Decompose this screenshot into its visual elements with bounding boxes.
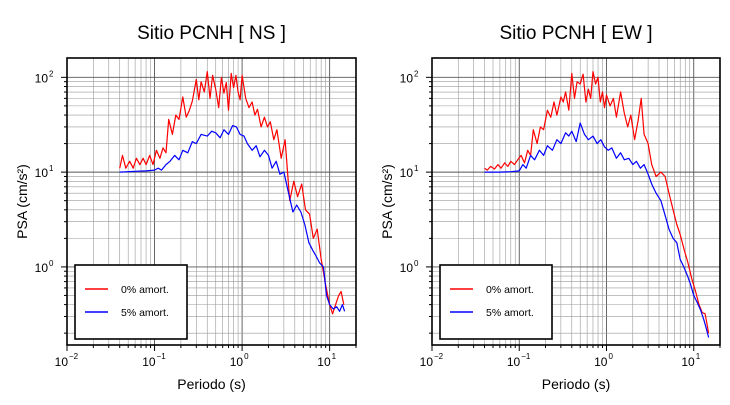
series-line-amort-5: [119, 124, 346, 312]
x-tick-base: 10: [507, 355, 521, 369]
legend-label: 5% amort.: [121, 307, 169, 319]
x-tick-exp: −1: [521, 352, 531, 361]
legend-label: 5% amort.: [486, 307, 534, 319]
legend-item: 5% amort.: [450, 307, 534, 319]
y-tick-exp: 0: [414, 259, 419, 268]
x-tick-label: 10 −1: [507, 352, 531, 369]
y-tick-exp: 2: [414, 69, 419, 78]
legend: 0% amort. 5% amort.: [439, 264, 553, 340]
axis-ticks: [426, 76, 721, 351]
y-tick-base: 10: [400, 166, 414, 180]
y-tick-label: 10 1: [400, 164, 419, 180]
series-line-amort-0: [119, 70, 345, 315]
plot-frame: [66, 57, 357, 346]
x-tick-label: 10 −2: [420, 352, 444, 369]
y-tick-base: 10: [400, 261, 414, 275]
legend-box: [439, 264, 553, 340]
legend-label: 0% amort.: [121, 284, 169, 296]
y-tick-exp: 2: [49, 69, 54, 78]
series-line-amort-0: [484, 70, 710, 334]
y-tick-exp: 1: [414, 164, 419, 173]
legend: 0% amort. 5% amort.: [74, 264, 188, 340]
x-tick-label: 10 1: [681, 352, 700, 369]
x-tick-exp: −2: [69, 352, 79, 361]
x-tick-exp: 1: [332, 352, 337, 361]
x-tick-base: 10: [230, 355, 244, 369]
y-tick-label: 10 2: [35, 69, 54, 85]
x-tick-exp: −2: [434, 352, 444, 361]
y-tick-base: 10: [35, 71, 49, 85]
y-axis-label: PSA (cm/s²): [14, 164, 30, 239]
x-axis-label: Periodo (s): [542, 376, 610, 392]
x-tick-exp: 0: [608, 352, 613, 361]
grid: [431, 58, 721, 345]
y-tick-base: 10: [400, 71, 414, 85]
y-tick-base: 10: [35, 166, 49, 180]
x-tick-exp: 1: [696, 352, 701, 361]
y-tick-label: 10 0: [400, 259, 419, 275]
x-tick-base: 10: [317, 355, 331, 369]
x-tick-base: 10: [594, 355, 608, 369]
y-tick-base: 10: [35, 261, 49, 275]
x-tick-label: 10 −2: [55, 352, 79, 369]
series-group: [484, 70, 710, 338]
x-tick-base: 10: [55, 355, 69, 369]
x-tick-label: 10 0: [594, 352, 613, 369]
legend-box: [74, 264, 188, 340]
x-tick-base: 10: [142, 355, 156, 369]
chart-title: Sitio PCNH [ NS ]: [137, 23, 286, 44]
x-tick-label: 10 1: [317, 352, 336, 369]
x-tick-exp: −1: [157, 352, 167, 361]
y-tick-label: 10 2: [400, 69, 419, 85]
x-axis-label: Periodo (s): [177, 376, 245, 392]
plot-frame: [431, 57, 721, 346]
axis-ticks: [61, 76, 357, 351]
legend-item: 0% amort.: [85, 284, 169, 296]
chart-title: Sitio PCNH [ EW ]: [499, 23, 652, 44]
legend-item: 5% amort.: [85, 307, 169, 319]
y-tick-exp: 1: [49, 164, 54, 173]
series-line-amort-5: [484, 122, 710, 338]
y-axis-label: PSA (cm/s²): [379, 164, 395, 239]
x-tick-base: 10: [420, 355, 434, 369]
x-tick-exp: 0: [244, 352, 249, 361]
y-tick-label: 10 1: [35, 164, 54, 180]
legend-item: 0% amort.: [450, 284, 534, 296]
series-group: [119, 70, 346, 315]
y-tick-exp: 0: [49, 259, 54, 268]
x-tick-base: 10: [681, 355, 695, 369]
x-tick-label: 10 0: [230, 352, 249, 369]
x-tick-label: 10 −1: [142, 352, 166, 369]
legend-label: 0% amort.: [486, 284, 534, 296]
y-tick-label: 10 0: [35, 259, 54, 275]
